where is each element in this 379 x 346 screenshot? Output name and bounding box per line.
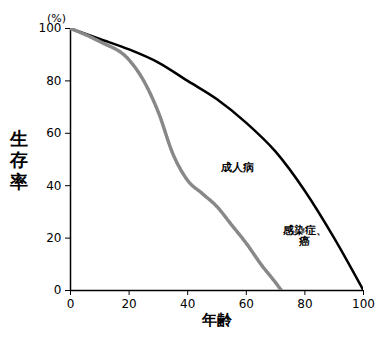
svg-text:0: 0: [67, 297, 75, 311]
svg-text:100: 100: [352, 297, 375, 311]
svg-text:成人病: 成人病: [220, 161, 254, 174]
svg-text:40: 40: [46, 179, 61, 193]
svg-text:60: 60: [46, 126, 61, 140]
svg-text:20: 20: [46, 231, 61, 245]
svg-text:100: 100: [38, 21, 62, 36]
svg-text:20: 20: [121, 297, 136, 311]
svg-text:生存率: 生存率: [9, 128, 28, 192]
svg-text:40: 40: [180, 297, 195, 311]
svg-text:60: 60: [239, 297, 254, 311]
svg-text:80: 80: [46, 74, 61, 88]
svg-text:(%): (%): [47, 12, 66, 25]
svg-text:感染症、癌: 感染症、癌: [282, 224, 327, 248]
svg-text:80: 80: [297, 297, 312, 311]
svg-text:年齢: 年齢: [201, 311, 233, 329]
svg-text:0: 0: [54, 283, 62, 297]
